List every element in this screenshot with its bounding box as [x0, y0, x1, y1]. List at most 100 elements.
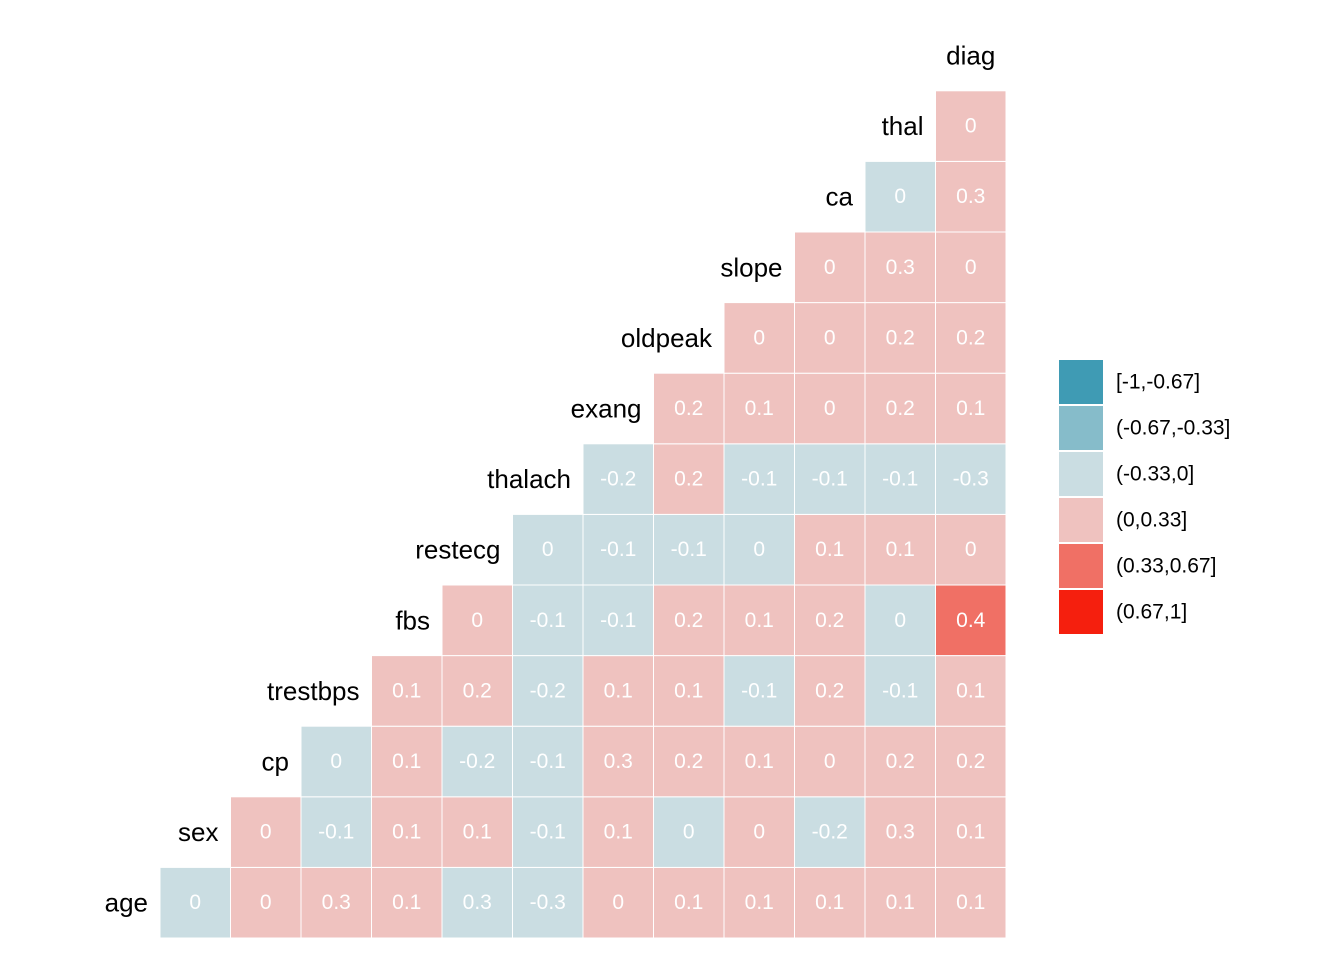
cell-value-label: -0.1: [530, 609, 566, 632]
cell-value-label: 0: [189, 891, 201, 914]
cell-value-label: 0.1: [745, 891, 774, 914]
heatmap-cell: [371, 866, 443, 939]
heatmap-cell: [794, 584, 866, 657]
cell-value-label: 0.2: [674, 468, 703, 491]
heatmap-cell: [935, 584, 1007, 657]
heatmap-cell: [723, 796, 795, 868]
cell-value-label: 0.1: [956, 679, 985, 702]
heatmap-cell: [864, 584, 936, 657]
cell-value-label: 0.3: [886, 821, 915, 844]
heatmap-cell: [512, 513, 584, 586]
cell-value-label: 0: [612, 891, 624, 914]
cell-value-label: -0.1: [741, 468, 777, 491]
cell-value-label: 0.2: [886, 397, 915, 420]
heatmap-cell: [794, 443, 866, 515]
cell-value-label: -0.1: [671, 538, 707, 561]
heatmap-cell: [582, 866, 654, 939]
cell-value-label: 0.2: [674, 609, 703, 632]
cell-value-label: 0.2: [674, 750, 703, 773]
cell-value-label: 0: [260, 821, 272, 844]
variable-label: sex: [178, 817, 218, 847]
variable-label: exang: [571, 394, 642, 424]
heatmap-cell: [864, 231, 936, 304]
cell-value-label: 0.3: [463, 891, 492, 914]
cell-value-label: -0.1: [318, 821, 354, 844]
heatmap-cell: [582, 443, 654, 515]
cell-value-label: 0.2: [886, 750, 915, 773]
heatmap-cell: [159, 866, 231, 939]
cell-value-label: -0.3: [953, 468, 989, 491]
heatmap-cell: [371, 725, 443, 798]
cell-value-label: 0.1: [463, 821, 492, 844]
heatmap-cell: [441, 584, 513, 657]
heatmap-cell: [582, 655, 654, 727]
cell-value-label: -0.2: [459, 750, 495, 773]
cell-value-label: 0.3: [886, 256, 915, 279]
cell-value-label: 0.1: [745, 750, 774, 773]
cell-value-label: 0.1: [886, 538, 915, 561]
cell-value-label: 0: [965, 115, 977, 138]
cell-value-label: 0.1: [745, 609, 774, 632]
cell-value-label: 0: [824, 256, 836, 279]
heatmap-cell: [441, 866, 513, 939]
heatmap-cell: [230, 866, 302, 939]
heatmap-cell: [935, 866, 1007, 939]
cell-value-label: 0.1: [956, 821, 985, 844]
variable-label: oldpeak: [621, 323, 713, 353]
cell-value-label: 0.1: [604, 679, 633, 702]
heatmap-cell: [582, 725, 654, 798]
cell-value-label: -0.3: [530, 891, 566, 914]
cell-value-label: 0.2: [815, 609, 844, 632]
legend-label: (-0.67,-0.33]: [1116, 417, 1230, 440]
cell-value-label: 0.1: [604, 821, 633, 844]
cell-value-label: 0.1: [886, 891, 915, 914]
variable-label: diag: [946, 41, 995, 71]
cell-value-label: 0.4: [956, 609, 986, 632]
heatmap-cell: [512, 725, 584, 798]
variable-label: age: [105, 888, 148, 918]
heatmap-cell: [582, 796, 654, 868]
cell-value-label: 0.2: [886, 326, 915, 349]
variable-label: slope: [720, 252, 782, 282]
heatmap-cell: [653, 725, 725, 798]
legend: [-1,-0.67] (-0.67,-0.33] (-0.33,0] (0,0.33]…: [1059, 360, 1230, 634]
heatmap-cell: [794, 866, 866, 939]
legend-swatch: [1059, 590, 1103, 634]
heatmap-cell: [794, 513, 866, 586]
heatmap-cell: [653, 584, 725, 657]
variable-label: thalach: [487, 464, 571, 494]
heatmap-cell: [864, 372, 936, 445]
heatmap-cell: [794, 302, 866, 374]
cell-value-label: 0: [753, 538, 765, 561]
heatmap-cell: [723, 302, 795, 374]
cell-value-label: 0.1: [815, 538, 844, 561]
variable-label: trestbps: [267, 676, 360, 706]
cell-value-label: 0: [824, 397, 836, 420]
cell-value-label: 0.1: [815, 891, 844, 914]
cell-value-label: 0.3: [956, 185, 985, 208]
legend-swatch: [1059, 406, 1103, 450]
heatmap-cell: [512, 796, 584, 868]
cell-value-label: -0.2: [600, 468, 636, 491]
heatmap-cell: [653, 443, 725, 515]
cell-value-label: 0.1: [392, 679, 421, 702]
heatmap-cell: [723, 584, 795, 657]
cell-value-label: -0.1: [530, 821, 566, 844]
cell-value-label: -0.1: [600, 538, 636, 561]
cell-value-label: -0.2: [812, 821, 848, 844]
cell-value-label: 0.1: [392, 821, 421, 844]
cell-value-label: 0.1: [392, 750, 421, 773]
cell-value-label: 0.2: [956, 750, 985, 773]
heatmap-cell: [582, 584, 654, 657]
heatmap-cell: [723, 513, 795, 586]
heatmap-cell: [230, 796, 302, 868]
heatmap-cell: [935, 655, 1007, 727]
cell-value-label: -0.2: [530, 679, 566, 702]
cell-value-label: 0: [965, 538, 977, 561]
cell-value-label: -0.1: [530, 750, 566, 773]
cell-value-label: 0.3: [322, 891, 351, 914]
heatmap-cell: [653, 866, 725, 939]
cell-value-label: 0: [330, 750, 342, 773]
cell-value-label: 0.1: [956, 397, 985, 420]
